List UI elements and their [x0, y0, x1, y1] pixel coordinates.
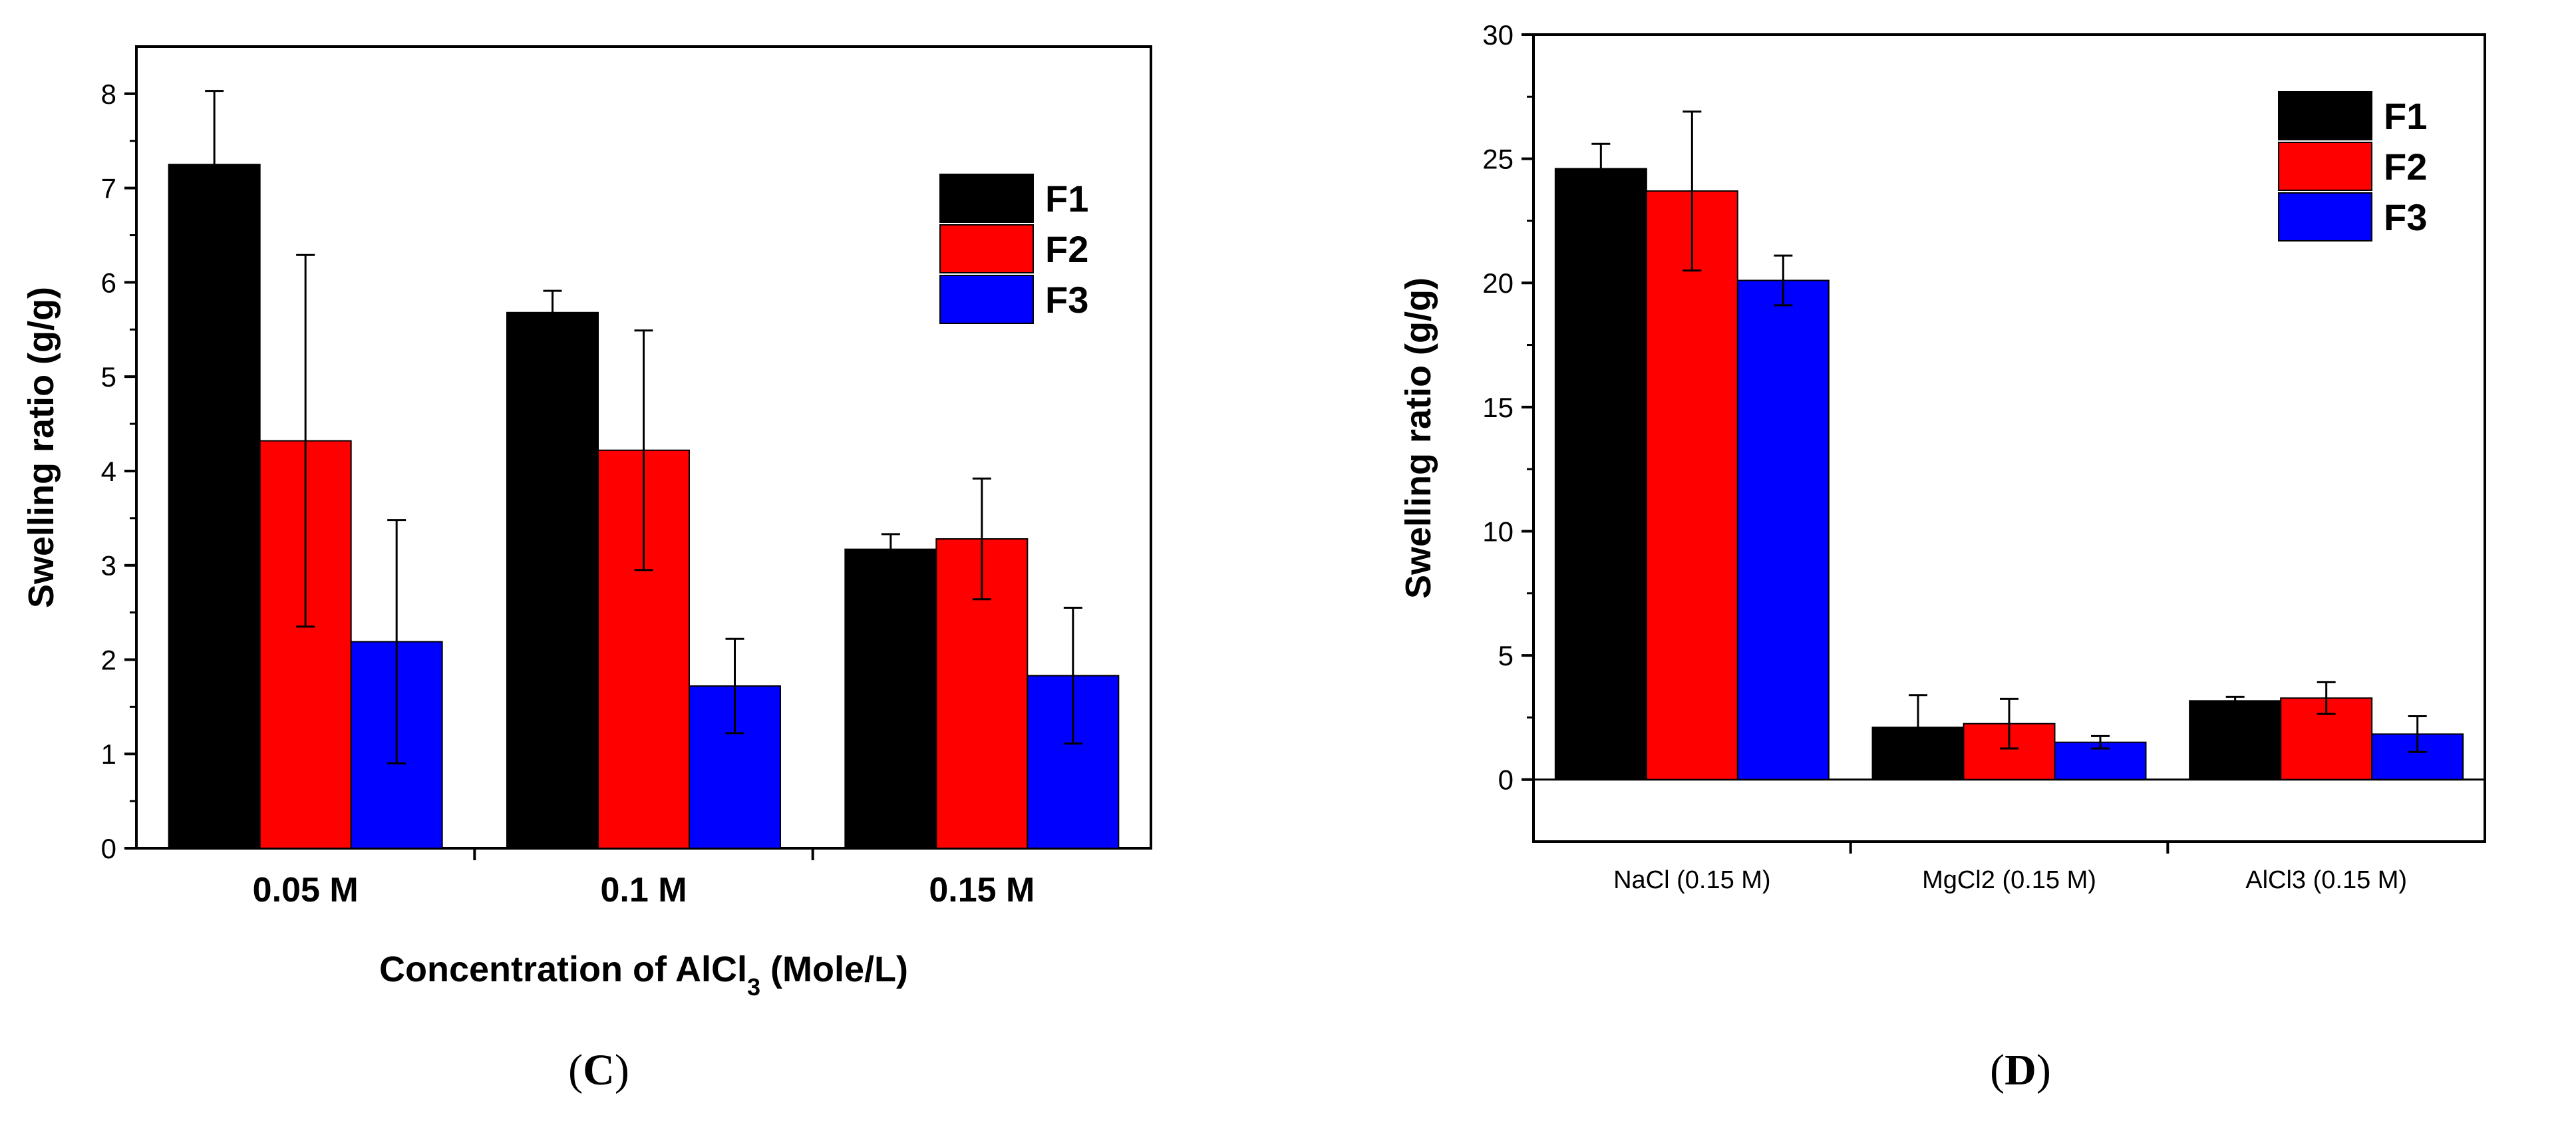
legend-swatch-f2	[2278, 142, 2372, 191]
panel-label-part: )	[2036, 1046, 2051, 1094]
bar-f1	[844, 548, 937, 849]
x-tick-label: 0.05 M	[253, 871, 359, 909]
panel-label: (C)	[568, 1046, 629, 1094]
panel-label-part: D	[2005, 1046, 2036, 1094]
panel-label-part: C	[583, 1046, 615, 1094]
bar-f1	[506, 311, 599, 849]
x-axis-title-part: Concentration of AlCl	[379, 949, 747, 989]
x-tick-label: 0.15 M	[929, 871, 1035, 909]
y-axis-title: Swelling ratio (g/g)	[21, 287, 61, 608]
legend-label-f2: F2	[2384, 146, 2427, 188]
y-tick-label: 10	[1482, 516, 1514, 547]
panel-label-part: (	[1990, 1046, 2005, 1094]
y-tick-label: 8	[101, 79, 116, 110]
legend-label-f3: F3	[2384, 196, 2427, 238]
y-tick-label: 1	[101, 738, 116, 770]
legend-label-f3: F3	[1045, 279, 1088, 321]
x-tick-label: NaCl (0.15 M)	[1613, 866, 1771, 894]
legend-label-f1: F1	[2384, 95, 2427, 137]
y-tick-label: 5	[101, 361, 116, 393]
chart-c: 0 1 2 3 4 5 6 7 8 0.05 M 0.1 M 0.15 M Swelling ratio…	[21, 45, 1152, 1094]
y-tick-label: 15	[1482, 392, 1514, 423]
y-tick-label: 30	[1482, 19, 1514, 51]
panel-label: (D)	[1990, 1046, 2051, 1094]
x-tick-label: 0.1 M	[600, 871, 687, 909]
plot-frame	[1532, 33, 2486, 843]
y-tick-label: 4	[101, 456, 116, 487]
x-tick-label: AlCl3 (0.15 M)	[2245, 866, 2407, 894]
y-tick-label: 5	[1498, 640, 1514, 671]
y-tick-label: 25	[1482, 144, 1514, 175]
x-axis-title: Concentration of AlCl3 (Mole/L)	[379, 949, 908, 1001]
legend-label-f2: F2	[1045, 228, 1088, 270]
y-tick-label: 0	[1498, 764, 1514, 796]
bar-f1	[1554, 168, 1647, 780]
legend-swatch-f3	[939, 275, 1034, 324]
y-tick-label: 6	[101, 267, 116, 298]
chart-d: 0 5 10 15 20 25 30 NaCl (0.15 M) MgCl2 (0.15 M) A…	[1398, 19, 2486, 1094]
bar-f1	[168, 164, 261, 849]
y-tick-label: 7	[101, 173, 116, 204]
y-tick-label: 2	[101, 644, 116, 675]
legend-swatch-f1	[939, 174, 1034, 223]
bar-f2	[1645, 190, 1738, 780]
legend-swatch-f2	[939, 224, 1034, 273]
x-tick-label: MgCl2 (0.15 M)	[1922, 866, 2096, 894]
x-axis-title-subscript: 3	[747, 973, 760, 1001]
panel-label-part: (	[568, 1046, 583, 1094]
legend-swatch-f1	[2278, 91, 2372, 140]
bar-f3	[1736, 279, 1830, 780]
panel-label-part: )	[615, 1046, 629, 1094]
bar-f1	[2189, 700, 2282, 780]
y-axis-title: Swelling ratio (g/g)	[1398, 277, 1438, 599]
legend-swatch-f3	[2278, 192, 2372, 242]
y-tick-label: 0	[101, 833, 116, 864]
y-tick-label: 3	[101, 550, 116, 581]
legend-label-f1: F1	[1045, 178, 1088, 220]
x-axis-title-part: (Mole/L)	[760, 949, 908, 989]
y-tick-label: 20	[1482, 267, 1514, 299]
